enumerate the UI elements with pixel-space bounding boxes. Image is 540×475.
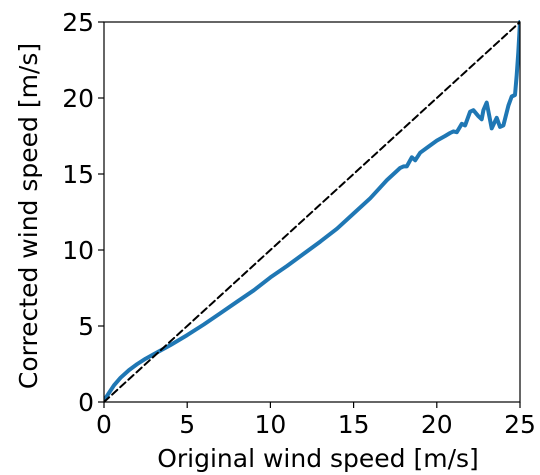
x-tick-label: 5 <box>179 410 195 439</box>
x-axis-label: Original wind speed [m/s] <box>157 444 479 473</box>
x-tick-label: 15 <box>338 410 370 439</box>
identity-reference-line <box>104 21 520 403</box>
y-axis-label: Corrected wind speed [m/s] <box>14 43 43 389</box>
y-tick-label: 25 <box>62 8 94 37</box>
x-tick-label: 20 <box>421 410 453 439</box>
y-tick-label: 15 <box>62 160 94 189</box>
y-tick-label: 5 <box>78 312 94 341</box>
y-tick-label: 20 <box>62 84 94 113</box>
x-tick-label: 0 <box>96 410 112 439</box>
x-tick-label: 25 <box>504 410 536 439</box>
axis-ticks: 0 5 10 15 20 25 0 5 10 15 20 25 <box>62 8 536 439</box>
corrected-speed-line <box>104 20 520 403</box>
plot-lines <box>104 20 520 403</box>
x-tick-label: 10 <box>254 410 286 439</box>
y-tick-label: 0 <box>78 388 94 417</box>
plot-frame <box>103 21 521 403</box>
y-tick-label: 10 <box>62 236 94 265</box>
